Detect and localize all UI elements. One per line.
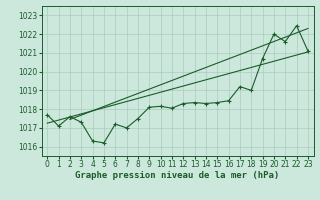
X-axis label: Graphe pression niveau de la mer (hPa): Graphe pression niveau de la mer (hPa)	[76, 171, 280, 180]
